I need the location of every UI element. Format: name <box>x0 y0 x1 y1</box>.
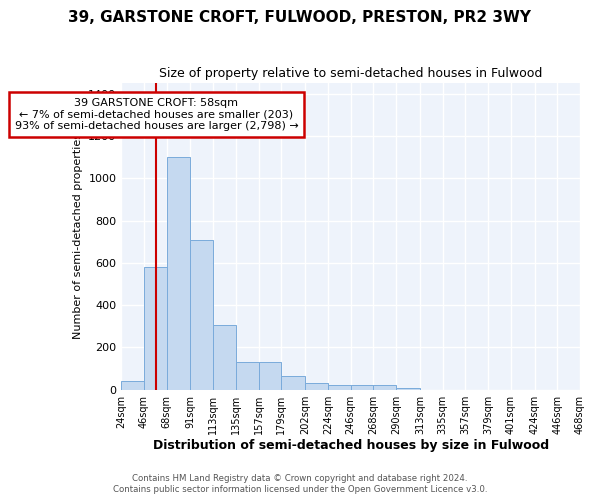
Title: Size of property relative to semi-detached houses in Fulwood: Size of property relative to semi-detach… <box>159 68 542 80</box>
Bar <box>396 388 420 390</box>
Bar <box>213 325 236 390</box>
Bar <box>305 383 328 390</box>
Bar <box>121 381 144 390</box>
Bar <box>350 386 373 390</box>
Y-axis label: Number of semi-detached properties: Number of semi-detached properties <box>73 134 83 340</box>
Bar <box>167 157 190 390</box>
Bar <box>144 267 167 390</box>
X-axis label: Distribution of semi-detached houses by size in Fulwood: Distribution of semi-detached houses by … <box>152 440 548 452</box>
Bar <box>328 386 350 390</box>
Bar <box>259 362 281 390</box>
Bar <box>236 362 259 390</box>
Text: Contains HM Land Registry data © Crown copyright and database right 2024.
Contai: Contains HM Land Registry data © Crown c… <box>113 474 487 494</box>
Bar <box>373 386 396 390</box>
Text: 39, GARSTONE CROFT, FULWOOD, PRESTON, PR2 3WY: 39, GARSTONE CROFT, FULWOOD, PRESTON, PR… <box>68 10 532 25</box>
Bar <box>190 240 213 390</box>
Bar <box>281 376 305 390</box>
Text: 39 GARSTONE CROFT: 58sqm
← 7% of semi-detached houses are smaller (203)
93% of s: 39 GARSTONE CROFT: 58sqm ← 7% of semi-de… <box>14 98 298 131</box>
